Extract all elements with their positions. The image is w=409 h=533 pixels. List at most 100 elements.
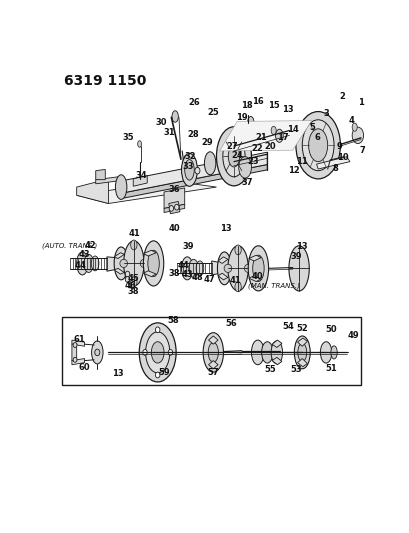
Polygon shape [72,359,84,365]
Text: 56: 56 [225,319,237,328]
Ellipse shape [119,260,127,268]
Polygon shape [96,177,118,184]
Text: 29: 29 [201,138,212,147]
Polygon shape [76,179,108,204]
Text: 58: 58 [167,316,179,325]
Polygon shape [208,336,218,344]
Text: 16: 16 [251,97,263,106]
Ellipse shape [247,117,253,128]
Ellipse shape [115,175,126,199]
Ellipse shape [270,126,276,134]
Ellipse shape [208,343,218,362]
Polygon shape [297,338,307,346]
Text: 36: 36 [169,184,180,193]
Text: 47: 47 [203,275,215,284]
Polygon shape [143,251,156,256]
Ellipse shape [238,157,251,178]
Text: 7: 7 [358,146,364,155]
Text: 9: 9 [336,142,342,150]
Text: 13: 13 [296,242,307,251]
Ellipse shape [181,257,193,280]
Circle shape [169,206,173,211]
Polygon shape [164,188,184,208]
Text: 41: 41 [229,276,241,285]
Polygon shape [316,157,349,169]
Text: 10: 10 [336,153,348,162]
Text: 37: 37 [241,179,253,188]
Circle shape [168,350,172,356]
Text: 34: 34 [135,171,146,180]
Polygon shape [218,273,227,280]
Text: 27: 27 [226,142,238,151]
Circle shape [125,277,129,282]
Text: 11: 11 [295,157,307,166]
Text: 48: 48 [191,273,203,282]
Text: 21: 21 [254,133,266,142]
Text: 19: 19 [236,113,247,122]
Ellipse shape [216,127,251,186]
Text: 28: 28 [187,130,199,139]
Ellipse shape [189,260,198,277]
Text: 38: 38 [169,269,180,278]
Ellipse shape [319,342,331,363]
Text: 41: 41 [128,229,140,238]
Ellipse shape [251,340,263,365]
Ellipse shape [224,264,231,272]
Text: 55: 55 [263,365,275,374]
Ellipse shape [91,256,99,271]
Text: 61: 61 [73,335,85,344]
Text: 25: 25 [207,108,219,117]
Ellipse shape [143,241,163,286]
Text: 45: 45 [128,273,139,282]
Circle shape [130,282,134,288]
Text: 3: 3 [322,109,328,118]
Circle shape [73,343,77,348]
Text: 33: 33 [182,162,194,171]
Text: 23: 23 [247,157,258,166]
Text: 5: 5 [308,123,314,132]
Text: 43: 43 [79,251,90,259]
Text: 17: 17 [277,133,288,142]
Polygon shape [208,361,218,369]
Text: 30: 30 [155,118,166,127]
Ellipse shape [330,346,336,359]
Polygon shape [169,201,180,214]
Polygon shape [96,169,105,180]
Text: 13: 13 [281,106,293,115]
Text: 59: 59 [158,368,169,377]
Text: 24: 24 [231,150,243,159]
Text: 1: 1 [357,98,363,107]
Text: 40: 40 [169,224,180,232]
Text: 13: 13 [219,224,231,233]
Text: (MAN. TRANS.): (MAN. TRANS.) [247,282,299,289]
Polygon shape [114,268,124,274]
Polygon shape [133,175,147,186]
Ellipse shape [84,254,93,272]
Ellipse shape [351,123,356,131]
Text: (AUTO. TRANS.): (AUTO. TRANS.) [42,242,97,248]
Text: 49: 49 [347,331,359,340]
Polygon shape [297,359,307,367]
Ellipse shape [308,129,327,161]
Text: 8: 8 [332,164,338,173]
Ellipse shape [204,152,215,175]
Polygon shape [76,181,216,204]
Text: 32: 32 [184,152,196,161]
Ellipse shape [202,333,223,372]
Ellipse shape [234,245,240,255]
Polygon shape [248,255,261,261]
Ellipse shape [76,252,88,275]
Ellipse shape [181,154,197,186]
Polygon shape [72,343,76,361]
Text: 12: 12 [287,166,299,175]
Ellipse shape [151,342,164,363]
Ellipse shape [275,129,283,142]
Polygon shape [121,165,267,199]
Ellipse shape [172,111,178,122]
Text: 39: 39 [182,242,194,251]
Text: 57: 57 [207,368,218,377]
Text: 51: 51 [325,364,337,373]
Ellipse shape [288,246,308,291]
Polygon shape [248,276,261,281]
Text: 20: 20 [263,142,275,150]
